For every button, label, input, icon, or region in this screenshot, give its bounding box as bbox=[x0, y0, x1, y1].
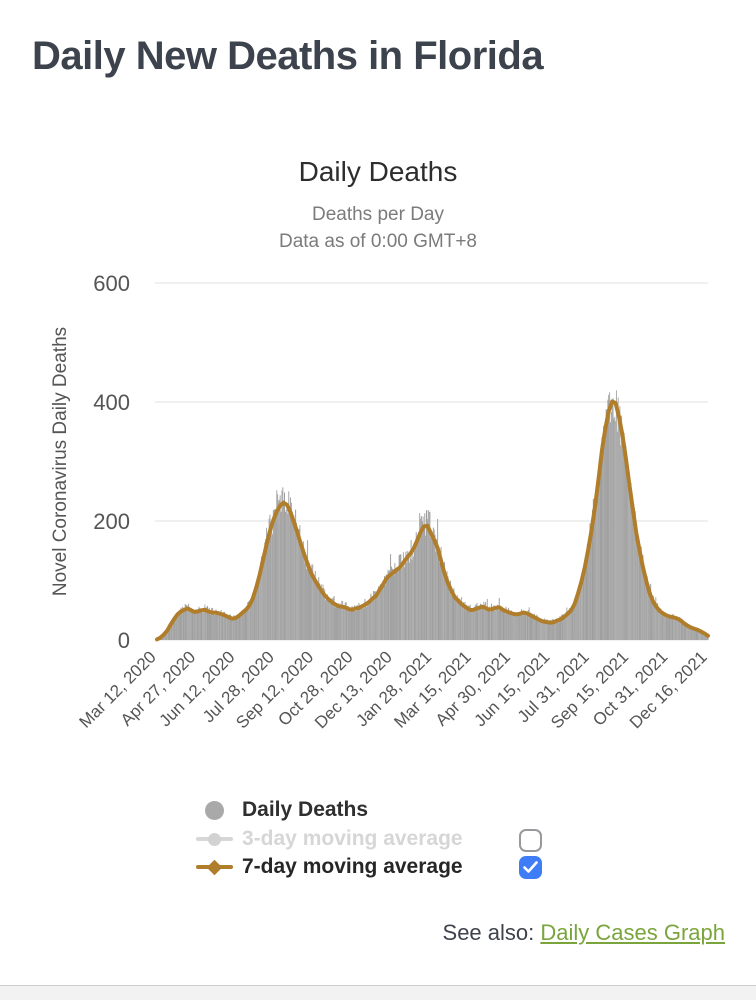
svg-text:0: 0 bbox=[118, 628, 130, 653]
checkmark-icon bbox=[523, 861, 538, 873]
svg-text:600: 600 bbox=[93, 271, 130, 296]
3day-average-marker-icon bbox=[196, 827, 233, 851]
page-title: Daily New Deaths in Florida bbox=[32, 34, 544, 78]
daily-deaths-marker-icon bbox=[196, 798, 233, 822]
chart-subtitle-timestamp: Data as of 0:00 GMT+8 bbox=[278, 231, 477, 252]
legend-label-daily-deaths: Daily Deaths bbox=[242, 798, 369, 821]
footer-strip bbox=[0, 985, 756, 1000]
checkbox-3day-average[interactable] bbox=[519, 829, 542, 852]
legend-label-3day-average: 3-day moving average bbox=[242, 827, 463, 850]
svg-text:Novel Coronavirus Daily Deaths: Novel Coronavirus Daily Deaths bbox=[50, 327, 71, 596]
see-also: See also: Daily Cases Graph bbox=[443, 920, 725, 946]
svg-text:400: 400 bbox=[93, 390, 130, 415]
checkbox-7day-average[interactable] bbox=[519, 856, 542, 879]
legend-item-3day-average[interactable]: 3-day moving average bbox=[196, 827, 463, 851]
daily-cases-graph-link[interactable]: Daily Cases Graph bbox=[540, 920, 725, 945]
7day-average-marker-icon bbox=[196, 855, 233, 879]
svg-text:200: 200 bbox=[93, 509, 130, 534]
chart-subtitle: Deaths per Day bbox=[311, 204, 444, 225]
daily-deaths-chart: 0 200 400 600 Novel Coronavirus Daily Deaths… bbox=[50, 271, 711, 732]
legend-item-daily-deaths[interactable]: Daily Deaths bbox=[196, 798, 368, 822]
chart-title: Daily Deaths bbox=[298, 156, 458, 187]
legend-label-7day-average: 7-day moving average bbox=[242, 855, 463, 878]
see-also-label: See also: bbox=[442, 920, 541, 945]
legend-item-7day-average[interactable]: 7-day moving average bbox=[196, 855, 463, 879]
